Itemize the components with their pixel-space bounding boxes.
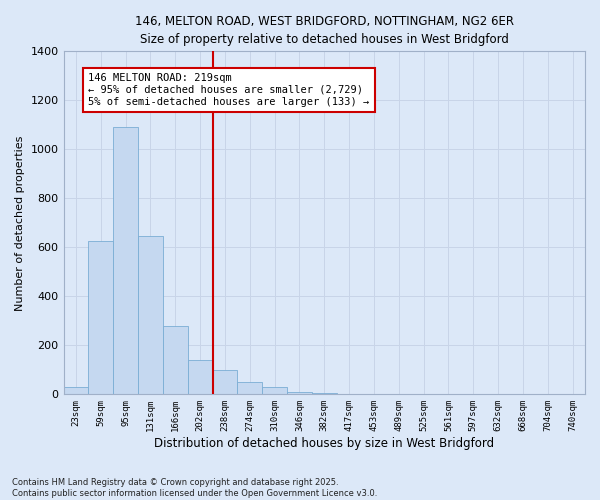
Bar <box>188 360 212 394</box>
X-axis label: Distribution of detached houses by size in West Bridgford: Distribution of detached houses by size … <box>154 437 494 450</box>
Text: Contains HM Land Registry data © Crown copyright and database right 2025.
Contai: Contains HM Land Registry data © Crown c… <box>12 478 377 498</box>
Title: 146, MELTON ROAD, WEST BRIDGFORD, NOTTINGHAM, NG2 6ER
Size of property relative : 146, MELTON ROAD, WEST BRIDGFORD, NOTTIN… <box>135 15 514 46</box>
Bar <box>238 382 262 394</box>
Bar <box>113 128 138 394</box>
Text: 146 MELTON ROAD: 219sqm
← 95% of detached houses are smaller (2,729)
5% of semi-: 146 MELTON ROAD: 219sqm ← 95% of detache… <box>88 74 370 106</box>
Bar <box>312 393 337 394</box>
Bar <box>138 236 163 394</box>
Bar <box>287 392 312 394</box>
Bar <box>212 370 238 394</box>
Bar <box>88 241 113 394</box>
Bar <box>163 326 188 394</box>
Bar <box>64 387 88 394</box>
Y-axis label: Number of detached properties: Number of detached properties <box>15 135 25 310</box>
Bar <box>262 387 287 394</box>
